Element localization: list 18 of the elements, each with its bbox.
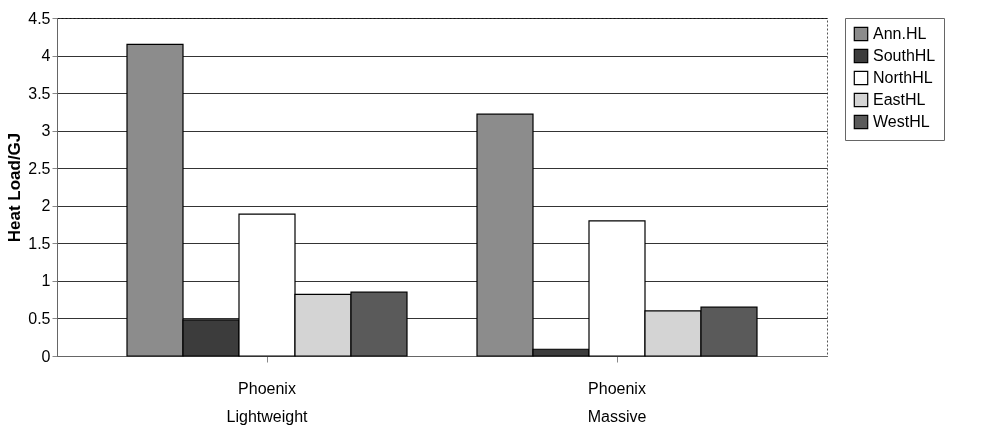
y-tick-label: 0 bbox=[41, 347, 51, 365]
y-tick-label: 2.5 bbox=[28, 159, 51, 177]
legend-label: WestHL bbox=[873, 113, 930, 130]
legend-label: NorthHL bbox=[873, 69, 933, 86]
y-axis-title: Heat Load/GJ bbox=[5, 132, 25, 243]
y-tick-label: 3.5 bbox=[28, 84, 51, 102]
x-tick-label: Phoenix Massive bbox=[587, 379, 647, 425]
y-tick-label: 1.5 bbox=[28, 234, 51, 252]
y-tick-label: 2 bbox=[41, 197, 51, 215]
x-tick-label: Phoenix Lightweight bbox=[226, 379, 309, 425]
legend-label: SouthHL bbox=[873, 47, 936, 64]
y-tick-label: 3 bbox=[41, 122, 51, 140]
legend-label: Ann.HL bbox=[873, 25, 927, 42]
y-tick-label: 4.5 bbox=[28, 9, 51, 27]
y-tick-label: 0.5 bbox=[28, 309, 51, 327]
legend-label: EastHL bbox=[873, 91, 926, 108]
y-tick-label: 4 bbox=[41, 47, 51, 65]
y-tick-label: 1 bbox=[41, 272, 51, 290]
